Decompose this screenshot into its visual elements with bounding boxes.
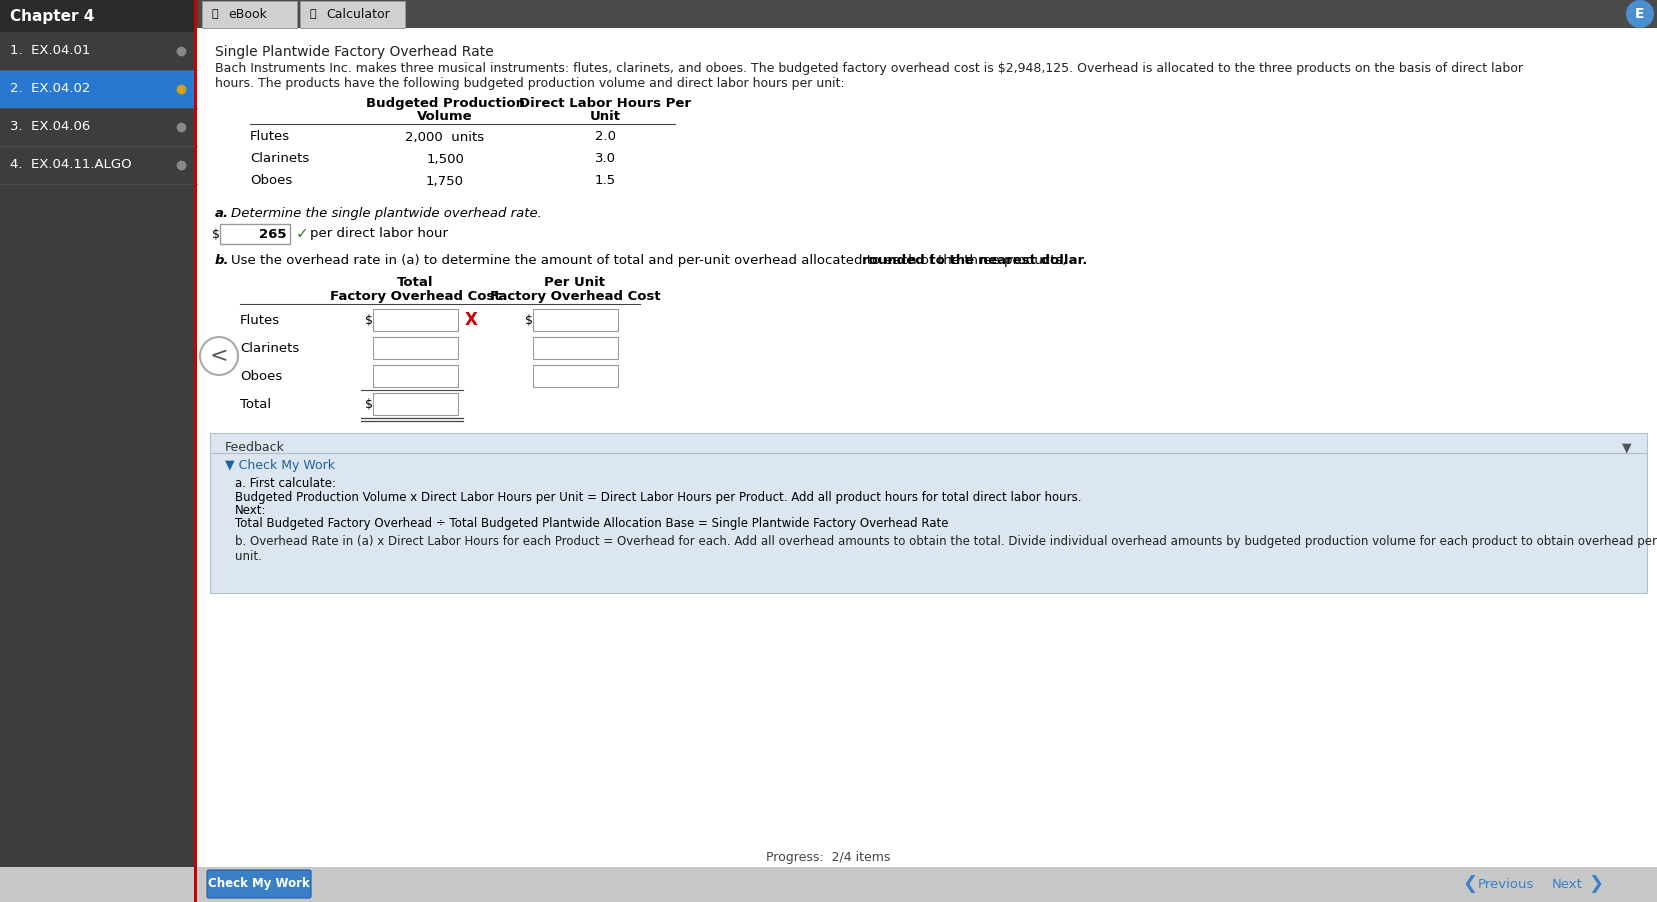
FancyBboxPatch shape	[0, 108, 197, 146]
Text: Budgeted Production: Budgeted Production	[366, 97, 525, 110]
FancyBboxPatch shape	[0, 146, 197, 184]
Text: ▼: ▼	[1622, 441, 1632, 454]
Text: Feedback: Feedback	[225, 441, 285, 454]
Text: Clarinets: Clarinets	[240, 342, 300, 354]
Text: a.: a.	[215, 207, 229, 220]
FancyBboxPatch shape	[532, 309, 618, 331]
FancyBboxPatch shape	[532, 365, 618, 387]
FancyBboxPatch shape	[202, 1, 297, 28]
FancyBboxPatch shape	[0, 32, 197, 70]
Text: b. Overhead Rate in (a) x Direct Labor Hours for each Product = Overhead for eac: b. Overhead Rate in (a) x Direct Labor H…	[235, 535, 1657, 563]
Text: Direct Labor Hours Per: Direct Labor Hours Per	[519, 97, 691, 110]
Text: a. First calculate:: a. First calculate:	[235, 477, 336, 490]
FancyBboxPatch shape	[194, 0, 197, 902]
Text: 2,000  units: 2,000 units	[406, 131, 484, 143]
Text: Flutes: Flutes	[250, 131, 290, 143]
Text: 2.  EX.04.02: 2. EX.04.02	[10, 82, 91, 96]
Text: $: $	[212, 227, 220, 241]
Text: 3.0: 3.0	[595, 152, 615, 165]
Text: Next: Next	[1553, 878, 1582, 890]
FancyBboxPatch shape	[220, 224, 290, 244]
Text: Volume: Volume	[418, 110, 472, 123]
Text: 🖩: 🖩	[310, 9, 316, 19]
Text: Chapter 4: Chapter 4	[10, 8, 94, 23]
FancyBboxPatch shape	[210, 433, 1647, 593]
FancyBboxPatch shape	[373, 337, 457, 359]
Text: Budgeted Production Volume x Direct Labor Hours per Unit = Direct Labor Hours pe: Budgeted Production Volume x Direct Labo…	[235, 491, 1082, 504]
Text: ❯: ❯	[1587, 875, 1602, 893]
Text: <: <	[210, 346, 229, 366]
Text: Calculator: Calculator	[326, 7, 389, 21]
Text: Oboes: Oboes	[240, 370, 282, 382]
Text: E: E	[1635, 7, 1645, 21]
Text: $: $	[365, 314, 373, 327]
Text: 2.0: 2.0	[595, 131, 615, 143]
FancyBboxPatch shape	[373, 393, 457, 415]
Text: Previous: Previous	[1478, 878, 1534, 890]
FancyBboxPatch shape	[300, 1, 404, 28]
Text: 265: 265	[258, 227, 287, 241]
FancyBboxPatch shape	[207, 870, 312, 898]
Text: $: $	[365, 398, 373, 410]
Text: 1,500: 1,500	[426, 152, 464, 165]
Text: Total Budgeted Factory Overhead ÷ Total Budgeted Plantwide Allocation Base = Sin: Total Budgeted Factory Overhead ÷ Total …	[235, 517, 948, 530]
Text: Total: Total	[240, 398, 272, 410]
Text: Factory Overhead Cost: Factory Overhead Cost	[490, 290, 659, 303]
FancyBboxPatch shape	[0, 70, 197, 108]
FancyBboxPatch shape	[0, 0, 197, 32]
Text: 3.  EX.04.06: 3. EX.04.06	[10, 121, 89, 133]
Circle shape	[200, 337, 239, 375]
Text: $: $	[525, 314, 532, 327]
FancyBboxPatch shape	[197, 0, 1657, 28]
FancyBboxPatch shape	[0, 0, 197, 902]
Text: Progress:  2/4 items: Progress: 2/4 items	[766, 851, 891, 863]
Text: Factory Overhead Cost: Factory Overhead Cost	[330, 290, 500, 303]
Text: Clarinets: Clarinets	[250, 152, 310, 165]
Text: 4.  EX.04.11.ALGO: 4. EX.04.11.ALGO	[10, 159, 131, 171]
Text: ❮: ❮	[1461, 875, 1476, 893]
Text: Unit: Unit	[590, 110, 620, 123]
Text: 1.5: 1.5	[595, 174, 615, 188]
Text: X: X	[464, 311, 477, 329]
FancyBboxPatch shape	[532, 337, 618, 359]
FancyBboxPatch shape	[373, 309, 457, 331]
Text: Total: Total	[396, 276, 432, 289]
Text: ▼ Check My Work: ▼ Check My Work	[225, 459, 335, 472]
Text: Flutes: Flutes	[240, 314, 280, 327]
Text: ✓: ✓	[297, 226, 308, 242]
Text: Oboes: Oboes	[250, 174, 292, 188]
Circle shape	[1626, 0, 1654, 28]
Text: 📄: 📄	[212, 9, 219, 19]
FancyBboxPatch shape	[373, 365, 457, 387]
Text: 1,750: 1,750	[426, 174, 464, 188]
Text: Check My Work: Check My Work	[209, 878, 310, 890]
Text: b.: b.	[215, 254, 230, 267]
Text: Use the overhead rate in (a) to determine the amount of total and per-unit overh: Use the overhead rate in (a) to determin…	[230, 254, 1070, 267]
Text: Next:: Next:	[235, 504, 267, 517]
Text: Bach Instruments Inc. makes three musical instruments: flutes, clarinets, and ob: Bach Instruments Inc. makes three musica…	[215, 62, 1523, 75]
Text: Per Unit: Per Unit	[545, 276, 605, 289]
Text: hours. The products have the following budgeted production volume and direct lab: hours. The products have the following b…	[215, 77, 845, 90]
Text: Single Plantwide Factory Overhead Rate: Single Plantwide Factory Overhead Rate	[215, 45, 494, 59]
FancyBboxPatch shape	[197, 28, 1657, 867]
Text: 1.  EX.04.01: 1. EX.04.01	[10, 44, 91, 58]
Text: rounded to the nearest dollar.: rounded to the nearest dollar.	[862, 254, 1087, 267]
Text: Determine the single plantwide overhead rate.: Determine the single plantwide overhead …	[230, 207, 542, 220]
Text: eBook: eBook	[229, 7, 267, 21]
Text: per direct labor hour: per direct labor hour	[310, 227, 447, 241]
FancyBboxPatch shape	[0, 867, 1657, 902]
